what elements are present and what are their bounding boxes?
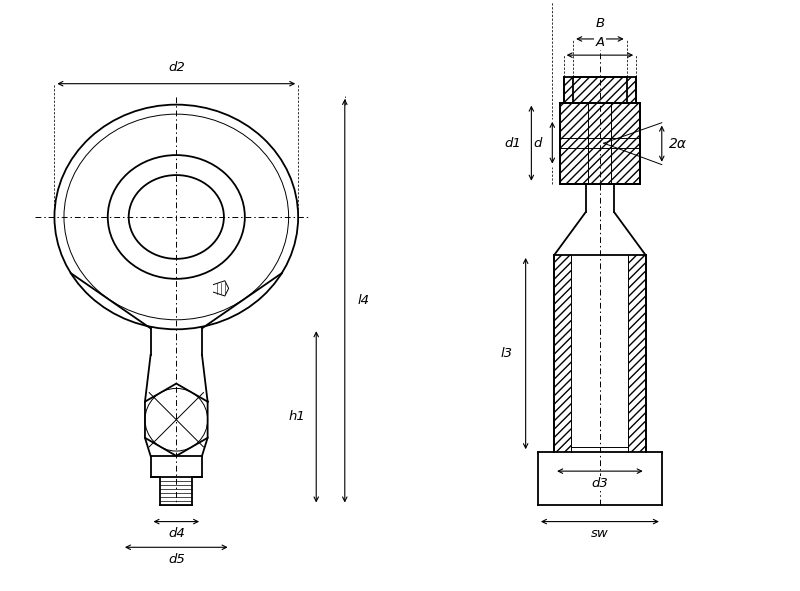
Text: d4: d4 bbox=[168, 527, 185, 540]
Text: A: A bbox=[595, 36, 605, 49]
Text: l4: l4 bbox=[358, 294, 370, 307]
Bar bbox=[629, 255, 646, 452]
Bar bbox=[564, 77, 636, 103]
Bar bbox=[554, 255, 646, 452]
Bar bbox=[560, 103, 640, 184]
Text: d3: d3 bbox=[591, 477, 608, 490]
Bar bbox=[564, 77, 636, 103]
Text: l3: l3 bbox=[501, 346, 513, 359]
Text: 2α: 2α bbox=[669, 137, 686, 151]
Text: d5: d5 bbox=[168, 553, 185, 566]
Bar bbox=[560, 103, 640, 184]
Text: sw: sw bbox=[591, 527, 609, 540]
Text: d: d bbox=[533, 137, 542, 150]
Text: B: B bbox=[595, 17, 605, 30]
Text: h1: h1 bbox=[289, 410, 306, 423]
Bar bbox=[554, 255, 571, 452]
Text: d2: d2 bbox=[168, 61, 185, 74]
Text: d1: d1 bbox=[504, 137, 521, 150]
